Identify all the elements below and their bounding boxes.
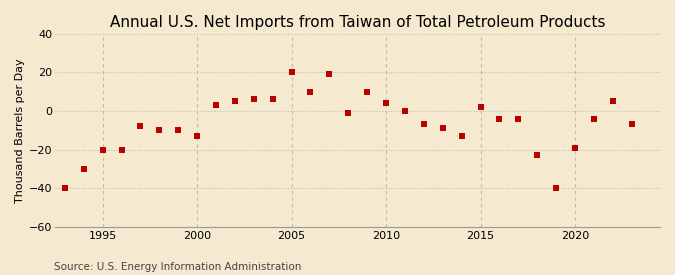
Point	[608, 99, 618, 104]
Point	[154, 128, 165, 133]
Point	[570, 145, 580, 150]
Point	[343, 111, 354, 115]
Point	[173, 128, 184, 133]
Point	[211, 103, 221, 108]
Point	[551, 186, 562, 190]
Point	[589, 117, 599, 121]
Point	[305, 90, 316, 94]
Text: Source: U.S. Energy Information Administration: Source: U.S. Energy Information Administ…	[54, 262, 301, 272]
Point	[513, 117, 524, 121]
Y-axis label: Thousand Barrels per Day: Thousand Barrels per Day	[15, 58, 25, 203]
Point	[135, 124, 146, 129]
Point	[324, 72, 335, 77]
Point	[456, 134, 467, 138]
Point	[418, 122, 429, 127]
Point	[78, 167, 89, 171]
Point	[626, 122, 637, 127]
Point	[400, 109, 410, 113]
Point	[286, 70, 297, 75]
Point	[381, 101, 392, 106]
Point	[248, 97, 259, 102]
Point	[494, 117, 505, 121]
Point	[230, 99, 240, 104]
Point	[362, 90, 373, 94]
Point	[475, 105, 486, 109]
Point	[192, 134, 202, 138]
Point	[59, 186, 70, 190]
Point	[437, 126, 448, 131]
Point	[116, 147, 127, 152]
Point	[267, 97, 278, 102]
Title: Annual U.S. Net Imports from Taiwan of Total Petroleum Products: Annual U.S. Net Imports from Taiwan of T…	[110, 15, 605, 30]
Point	[97, 147, 108, 152]
Point	[532, 153, 543, 158]
